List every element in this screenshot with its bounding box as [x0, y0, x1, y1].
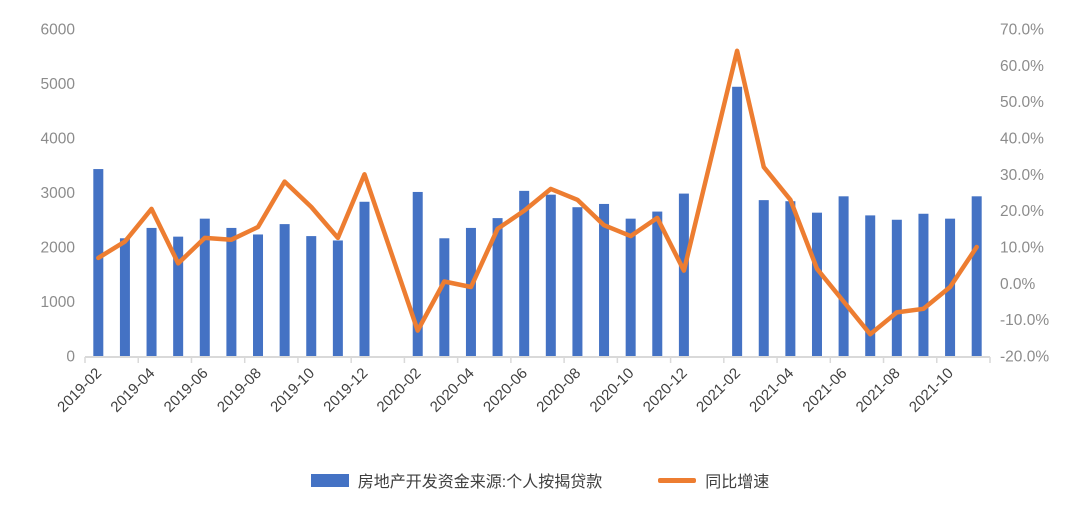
y-axis-right-tick-label: 30.0% [1000, 167, 1044, 184]
x-axis-label: 2020-06 [480, 365, 531, 416]
mortgage-funds-bar [572, 207, 583, 356]
x-axis-label: 2021-04 [746, 365, 797, 416]
mortgage-funds-bar [811, 212, 822, 356]
mortgage-funds-bar [412, 191, 423, 356]
x-axis-label: 2020-10 [587, 365, 638, 416]
y-axis-left-tick-label: 1000 [41, 294, 76, 311]
x-axis-label: 2020-08 [533, 365, 584, 416]
mortgage-funds-bar [652, 211, 663, 356]
mortgage-funds-bar [785, 201, 796, 356]
y-axis-right-tick-label: 40.0% [1000, 131, 1044, 148]
combo-chart-svg: 6000 5000 4000 3000 2000 1000 0 70.0% 60.0% 50.0%… [41, 22, 1050, 416]
y-axis-right-tick-label: 50.0% [1000, 94, 1044, 111]
bar-series-swatch [310, 473, 349, 487]
mortgage-funds-bar [279, 224, 290, 356]
mortgage-funds-bar [838, 196, 849, 356]
y-axis-right-tick-label: 20.0% [1000, 203, 1044, 220]
chart-legend: 房地产开发资金来源:个人按揭贷款 同比增速 [0, 468, 1080, 492]
mortgage-funds-bar [732, 86, 743, 357]
mortgage-funds-bar [332, 240, 343, 356]
y-axis-right-tick-label: -10.0% [1000, 312, 1049, 329]
mortgage-funds-bar [971, 196, 982, 356]
mortgage-funds-bar [465, 227, 476, 356]
mortgage-funds-bar [625, 218, 636, 356]
mortgage-funds-bar [199, 218, 210, 356]
line-series-label: 同比增速 [705, 474, 770, 491]
mortgage-funds-bar [545, 194, 556, 356]
mortgage-funds-bar [918, 213, 929, 356]
mortgage-funds-bar [146, 227, 157, 356]
x-axis-label: 2019-10 [267, 365, 318, 416]
y-axis-left-tick-label: 5000 [41, 76, 76, 93]
y-axis-left-tick-label: 3000 [41, 185, 76, 202]
y-axis-right-tick-label: -20.0% [1000, 349, 1049, 366]
x-axis-label: 2019-02 [54, 365, 105, 416]
x-axis-label: 2021-08 [853, 365, 904, 416]
mortgage-funds-bar [119, 238, 130, 356]
yoy-growth-line [96, 48, 979, 337]
mortgage-funds-bar [359, 201, 370, 356]
legend-item-line-series: 同比增速 [658, 468, 769, 492]
y-axis-right-tick-label: 0.0% [1000, 276, 1036, 293]
line-series-swatch [658, 477, 697, 483]
mortgage-funds-bar [758, 200, 769, 356]
y-axis-right-tick-label: 10.0% [1000, 240, 1044, 257]
y-axis-left-tick-label: 2000 [41, 240, 76, 257]
mortgage-funds-bar [173, 236, 184, 356]
x-axis-label: 2019-06 [161, 365, 212, 416]
y-axis-left-tick-label: 4000 [41, 131, 76, 148]
x-axis-label: 2019-08 [214, 365, 265, 416]
mortgage-funds-bar [519, 190, 530, 356]
mortgage-funds-bar [678, 193, 689, 356]
mortgage-funds-bar [891, 219, 902, 356]
x-axis-label: 2019-04 [107, 365, 158, 416]
mortgage-funds-bar [865, 215, 876, 356]
x-axis-label: 2021-10 [906, 365, 957, 416]
mortgage-funds-bar [492, 218, 503, 356]
y-axis-left-tick-label: 6000 [41, 22, 76, 39]
y-axis-right-tick-label: 60.0% [1000, 58, 1044, 75]
mortgage-funds-bar [226, 227, 237, 356]
mortgage-funds-bar [93, 169, 104, 356]
x-axis-label: 2021-02 [693, 365, 744, 416]
mortgage-funds-bar [439, 238, 450, 356]
y-axis-right-tick-label: 70.0% [1000, 22, 1044, 39]
y-axis-left-tick-label: 0 [66, 349, 75, 366]
mortgage-funds-bar [253, 234, 264, 356]
bar-series-label: 房地产开发资金来源:个人按揭贷款 [357, 474, 603, 491]
x-axis-label: 2020-12 [640, 365, 691, 416]
legend-item-bar-series: 房地产开发资金来源:个人按揭贷款 [310, 468, 603, 492]
mortgage-funds-bar [599, 203, 610, 356]
x-axis-label: 2020-04 [427, 365, 478, 416]
x-axis-label: 2021-06 [799, 365, 850, 416]
x-axis-label: 2019-12 [320, 365, 371, 416]
mortgage-funds-bar [306, 236, 317, 356]
x-axis-label: 2020-02 [374, 365, 425, 416]
